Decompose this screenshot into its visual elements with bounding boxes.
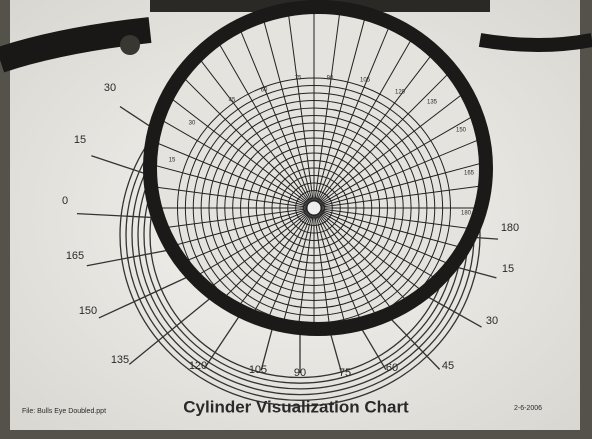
- outer-label: 120: [189, 360, 207, 372]
- date: 2-6-2006: [514, 405, 542, 412]
- lens-label: 45: [229, 98, 236, 104]
- lens-label: 150: [456, 128, 467, 134]
- outer-label: 75: [339, 367, 351, 379]
- outer-label: 165: [66, 250, 84, 262]
- outer-label: 15: [502, 263, 514, 275]
- lens-label: 90: [327, 76, 334, 82]
- outer-label: 60: [386, 362, 398, 374]
- glasses-bridge: [480, 40, 592, 45]
- lens-label: 30: [189, 121, 196, 127]
- center-dot: [307, 201, 321, 215]
- outer-label: 150: [79, 305, 97, 317]
- outer-label: 105: [249, 364, 267, 376]
- lens-label: 165: [464, 171, 475, 177]
- lens-label: 75: [295, 76, 302, 82]
- outer-label: 90: [294, 367, 306, 379]
- outer-label: 180: [501, 222, 519, 234]
- outer-label: 15: [74, 134, 86, 146]
- hinge: [120, 35, 140, 55]
- lens-label: 60: [261, 88, 268, 94]
- lens-label: 15: [169, 158, 176, 164]
- page: Cylinder Visualization Chart File: Bulls…: [0, 0, 592, 439]
- outer-label: 0: [62, 195, 68, 207]
- lens-label: 135: [427, 100, 438, 106]
- outer-label: 45: [442, 360, 454, 372]
- outer-label: 30: [104, 82, 116, 94]
- lens-label: 180: [461, 211, 472, 217]
- lens-label: 105: [360, 78, 371, 84]
- photo: Cylinder Visualization Chart File: Bulls…: [0, 0, 592, 439]
- outer-label: 30: [486, 315, 498, 327]
- lens-label: 120: [395, 90, 406, 96]
- chart-title: Cylinder Visualization Chart: [183, 397, 409, 416]
- file-name: File: Bulls Eye Doubled.ppt: [22, 408, 106, 415]
- outer-label: 135: [111, 354, 129, 366]
